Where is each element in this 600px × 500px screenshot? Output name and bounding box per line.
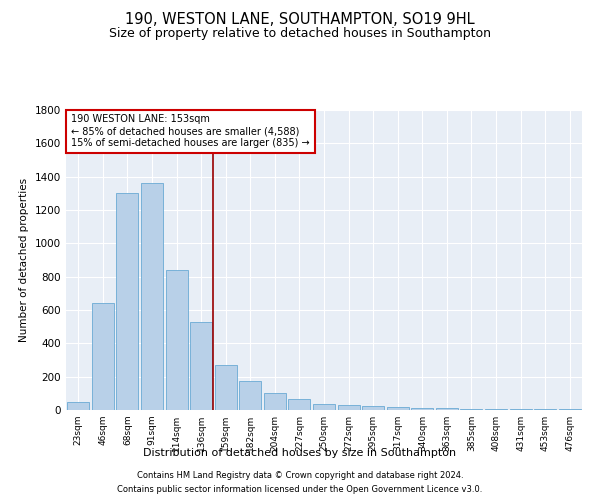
Bar [411, 408, 433, 410]
Bar [92, 304, 114, 410]
Bar [166, 270, 188, 410]
Text: Contains HM Land Registry data © Crown copyright and database right 2024.: Contains HM Land Registry data © Crown c… [137, 472, 463, 480]
Text: Size of property relative to detached houses in Southampton: Size of property relative to detached ho… [109, 28, 491, 40]
Bar [264, 394, 286, 410]
Bar [239, 381, 262, 410]
Text: 190, WESTON LANE, SOUTHAMPTON, SO19 9HL: 190, WESTON LANE, SOUTHAMPTON, SO19 9HL [125, 12, 475, 28]
Text: Contains public sector information licensed under the Open Government Licence v3: Contains public sector information licen… [118, 484, 482, 494]
Bar [460, 409, 482, 410]
Bar [141, 184, 163, 410]
Bar [362, 406, 384, 410]
Y-axis label: Number of detached properties: Number of detached properties [19, 178, 29, 342]
Text: Distribution of detached houses by size in Southampton: Distribution of detached houses by size … [143, 448, 457, 458]
Bar [67, 402, 89, 410]
Bar [485, 409, 507, 410]
Bar [338, 405, 359, 410]
Bar [190, 322, 212, 410]
Bar [313, 404, 335, 410]
Bar [116, 194, 139, 410]
Text: 190 WESTON LANE: 153sqm
← 85% of detached houses are smaller (4,588)
15% of semi: 190 WESTON LANE: 153sqm ← 85% of detache… [71, 114, 310, 148]
Bar [215, 365, 237, 410]
Bar [289, 399, 310, 410]
Bar [436, 408, 458, 410]
Bar [386, 407, 409, 410]
